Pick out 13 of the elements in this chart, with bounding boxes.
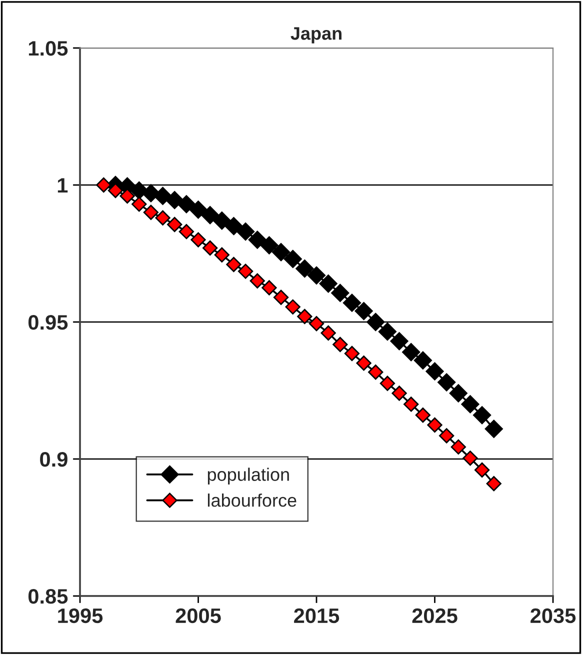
x-tick-label: 2015 (294, 608, 340, 624)
x-tick-label: 2005 (176, 608, 221, 624)
y-tick-label: 0.9 (40, 452, 68, 467)
y-tick-label: 1 (58, 178, 68, 193)
x-tick-label: 2025 (412, 608, 458, 624)
chart-title: Japan (290, 27, 342, 44)
x-tick-label: 2035 (530, 608, 576, 624)
x-tick-label: 1995 (58, 608, 103, 624)
y-tick-label: 0.95 (28, 315, 68, 330)
legend-label: population (208, 468, 289, 485)
legend-label: labourforce (208, 494, 296, 507)
y-tick-label: 1.05 (28, 41, 68, 56)
y-tick-label: 0.85 (28, 589, 68, 604)
